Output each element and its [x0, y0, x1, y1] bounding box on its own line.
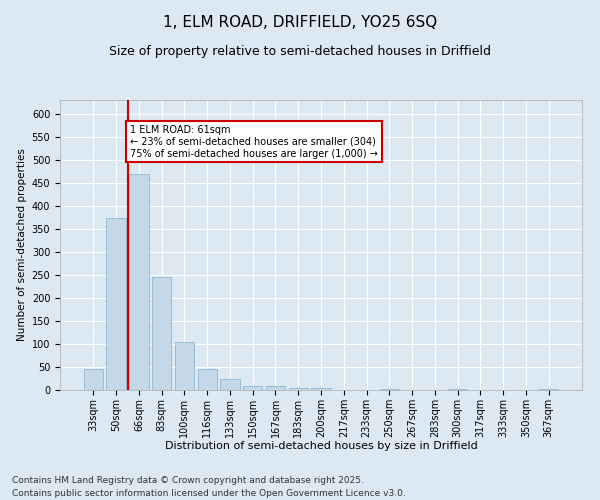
Text: 1, ELM ROAD, DRIFFIELD, YO25 6SQ: 1, ELM ROAD, DRIFFIELD, YO25 6SQ: [163, 15, 437, 30]
Bar: [266, 386, 285, 390]
Bar: [448, 389, 467, 390]
Bar: [311, 388, 331, 390]
Bar: [175, 342, 194, 390]
Text: Size of property relative to semi-detached houses in Driffield: Size of property relative to semi-detach…: [109, 45, 491, 58]
Y-axis label: Number of semi-detached properties: Number of semi-detached properties: [17, 148, 28, 342]
Bar: [380, 389, 399, 390]
Bar: [220, 379, 239, 390]
Bar: [539, 388, 558, 390]
Text: Contains HM Land Registry data © Crown copyright and database right 2025.: Contains HM Land Registry data © Crown c…: [12, 476, 364, 485]
Bar: [289, 388, 308, 390]
Bar: [129, 174, 149, 390]
Text: Contains public sector information licensed under the Open Government Licence v3: Contains public sector information licen…: [12, 488, 406, 498]
X-axis label: Distribution of semi-detached houses by size in Driffield: Distribution of semi-detached houses by …: [164, 441, 478, 451]
Bar: [243, 386, 262, 390]
Bar: [197, 369, 217, 390]
Bar: [152, 277, 172, 390]
Bar: [106, 218, 126, 390]
Text: 1 ELM ROAD: 61sqm
← 23% of semi-detached houses are smaller (304)
75% of semi-de: 1 ELM ROAD: 61sqm ← 23% of semi-detached…: [130, 126, 377, 158]
Bar: [84, 369, 103, 390]
